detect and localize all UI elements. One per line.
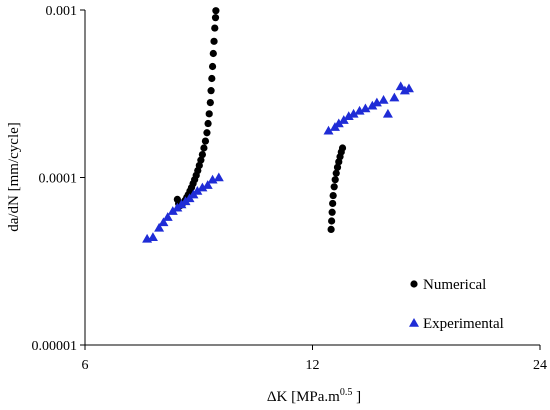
numerical-point xyxy=(209,49,217,58)
legend-marker-experimental xyxy=(409,318,419,327)
experimental-point xyxy=(343,111,354,121)
numerical-point xyxy=(198,150,206,159)
numerical-point xyxy=(206,99,214,107)
numerical-point xyxy=(328,208,336,216)
x-axis-title-end: ] xyxy=(352,389,361,405)
experimental-point xyxy=(207,174,218,184)
x-axis-title-superscript: 0.5 xyxy=(340,387,353,398)
x-axis-title-main: ΔK [MPa.m xyxy=(267,389,340,405)
experimental-point xyxy=(403,83,414,93)
numerical-point xyxy=(208,62,217,71)
experimental-point xyxy=(371,97,382,107)
y-axis-ticks: 0.00001 0.0001 0.001 xyxy=(32,4,85,354)
legend: Numerical Experimental xyxy=(409,277,504,332)
y-tick-label: 0.00001 xyxy=(32,339,78,354)
numerical-point xyxy=(329,199,337,208)
experimental-point xyxy=(360,103,371,113)
legend-marker-numerical xyxy=(410,280,418,288)
numerical-point xyxy=(208,74,216,83)
experimental-point xyxy=(354,105,365,115)
numerical-point xyxy=(205,110,213,118)
x-tick-label: 24 xyxy=(533,358,547,373)
numerical-point xyxy=(212,7,220,15)
y-tick-label: 0.0001 xyxy=(39,172,78,187)
numerical-point xyxy=(330,183,338,191)
experimental-point xyxy=(367,100,378,110)
numerical-point xyxy=(211,14,220,22)
numerical-point xyxy=(204,119,212,128)
experimental-point xyxy=(154,222,165,232)
numerical-point xyxy=(197,156,205,164)
y-tick-label: 0.001 xyxy=(46,4,78,19)
experimental-point xyxy=(389,92,400,102)
x-tick-label: 12 xyxy=(306,358,320,373)
plot-frame xyxy=(84,10,540,346)
series-numerical xyxy=(173,7,347,233)
x-axis-ticks: 6 12 24 xyxy=(82,345,547,373)
numerical-point xyxy=(329,191,337,200)
experimental-point xyxy=(162,212,173,221)
numerical-point xyxy=(338,144,347,152)
x-axis-title: ΔK [MPa.m0.5 ] xyxy=(267,387,361,405)
numerical-point xyxy=(210,37,218,45)
numerical-point xyxy=(203,129,211,137)
experimental-point xyxy=(395,81,406,91)
legend-label-experimental: Experimental xyxy=(423,316,504,332)
numerical-point xyxy=(201,137,210,145)
numerical-point xyxy=(333,163,342,171)
numerical-point xyxy=(211,24,219,32)
experimental-point xyxy=(167,206,178,215)
experimental-point xyxy=(197,182,208,192)
numerical-point xyxy=(332,169,340,177)
experimental-point xyxy=(338,115,349,124)
series-experimental xyxy=(142,81,414,243)
numerical-point xyxy=(200,144,208,152)
experimental-point xyxy=(348,108,359,118)
experimental-point xyxy=(147,232,158,241)
numerical-point xyxy=(207,87,215,95)
experimental-point xyxy=(213,172,224,182)
numerical-point xyxy=(331,176,339,184)
experimental-point xyxy=(202,180,213,189)
experimental-point xyxy=(382,108,393,118)
series-layer xyxy=(142,7,414,243)
numerical-point xyxy=(328,217,336,225)
experimental-point xyxy=(333,118,344,128)
experimental-point xyxy=(192,186,203,195)
numerical-point xyxy=(327,225,335,233)
y-axis-title: da/dN [mm/cycle] xyxy=(6,122,22,232)
experimental-point xyxy=(378,95,389,104)
experimental-point xyxy=(158,217,169,227)
x-tick-label: 6 xyxy=(82,358,89,373)
legend-label-numerical: Numerical xyxy=(423,277,486,293)
experimental-point xyxy=(323,125,334,135)
